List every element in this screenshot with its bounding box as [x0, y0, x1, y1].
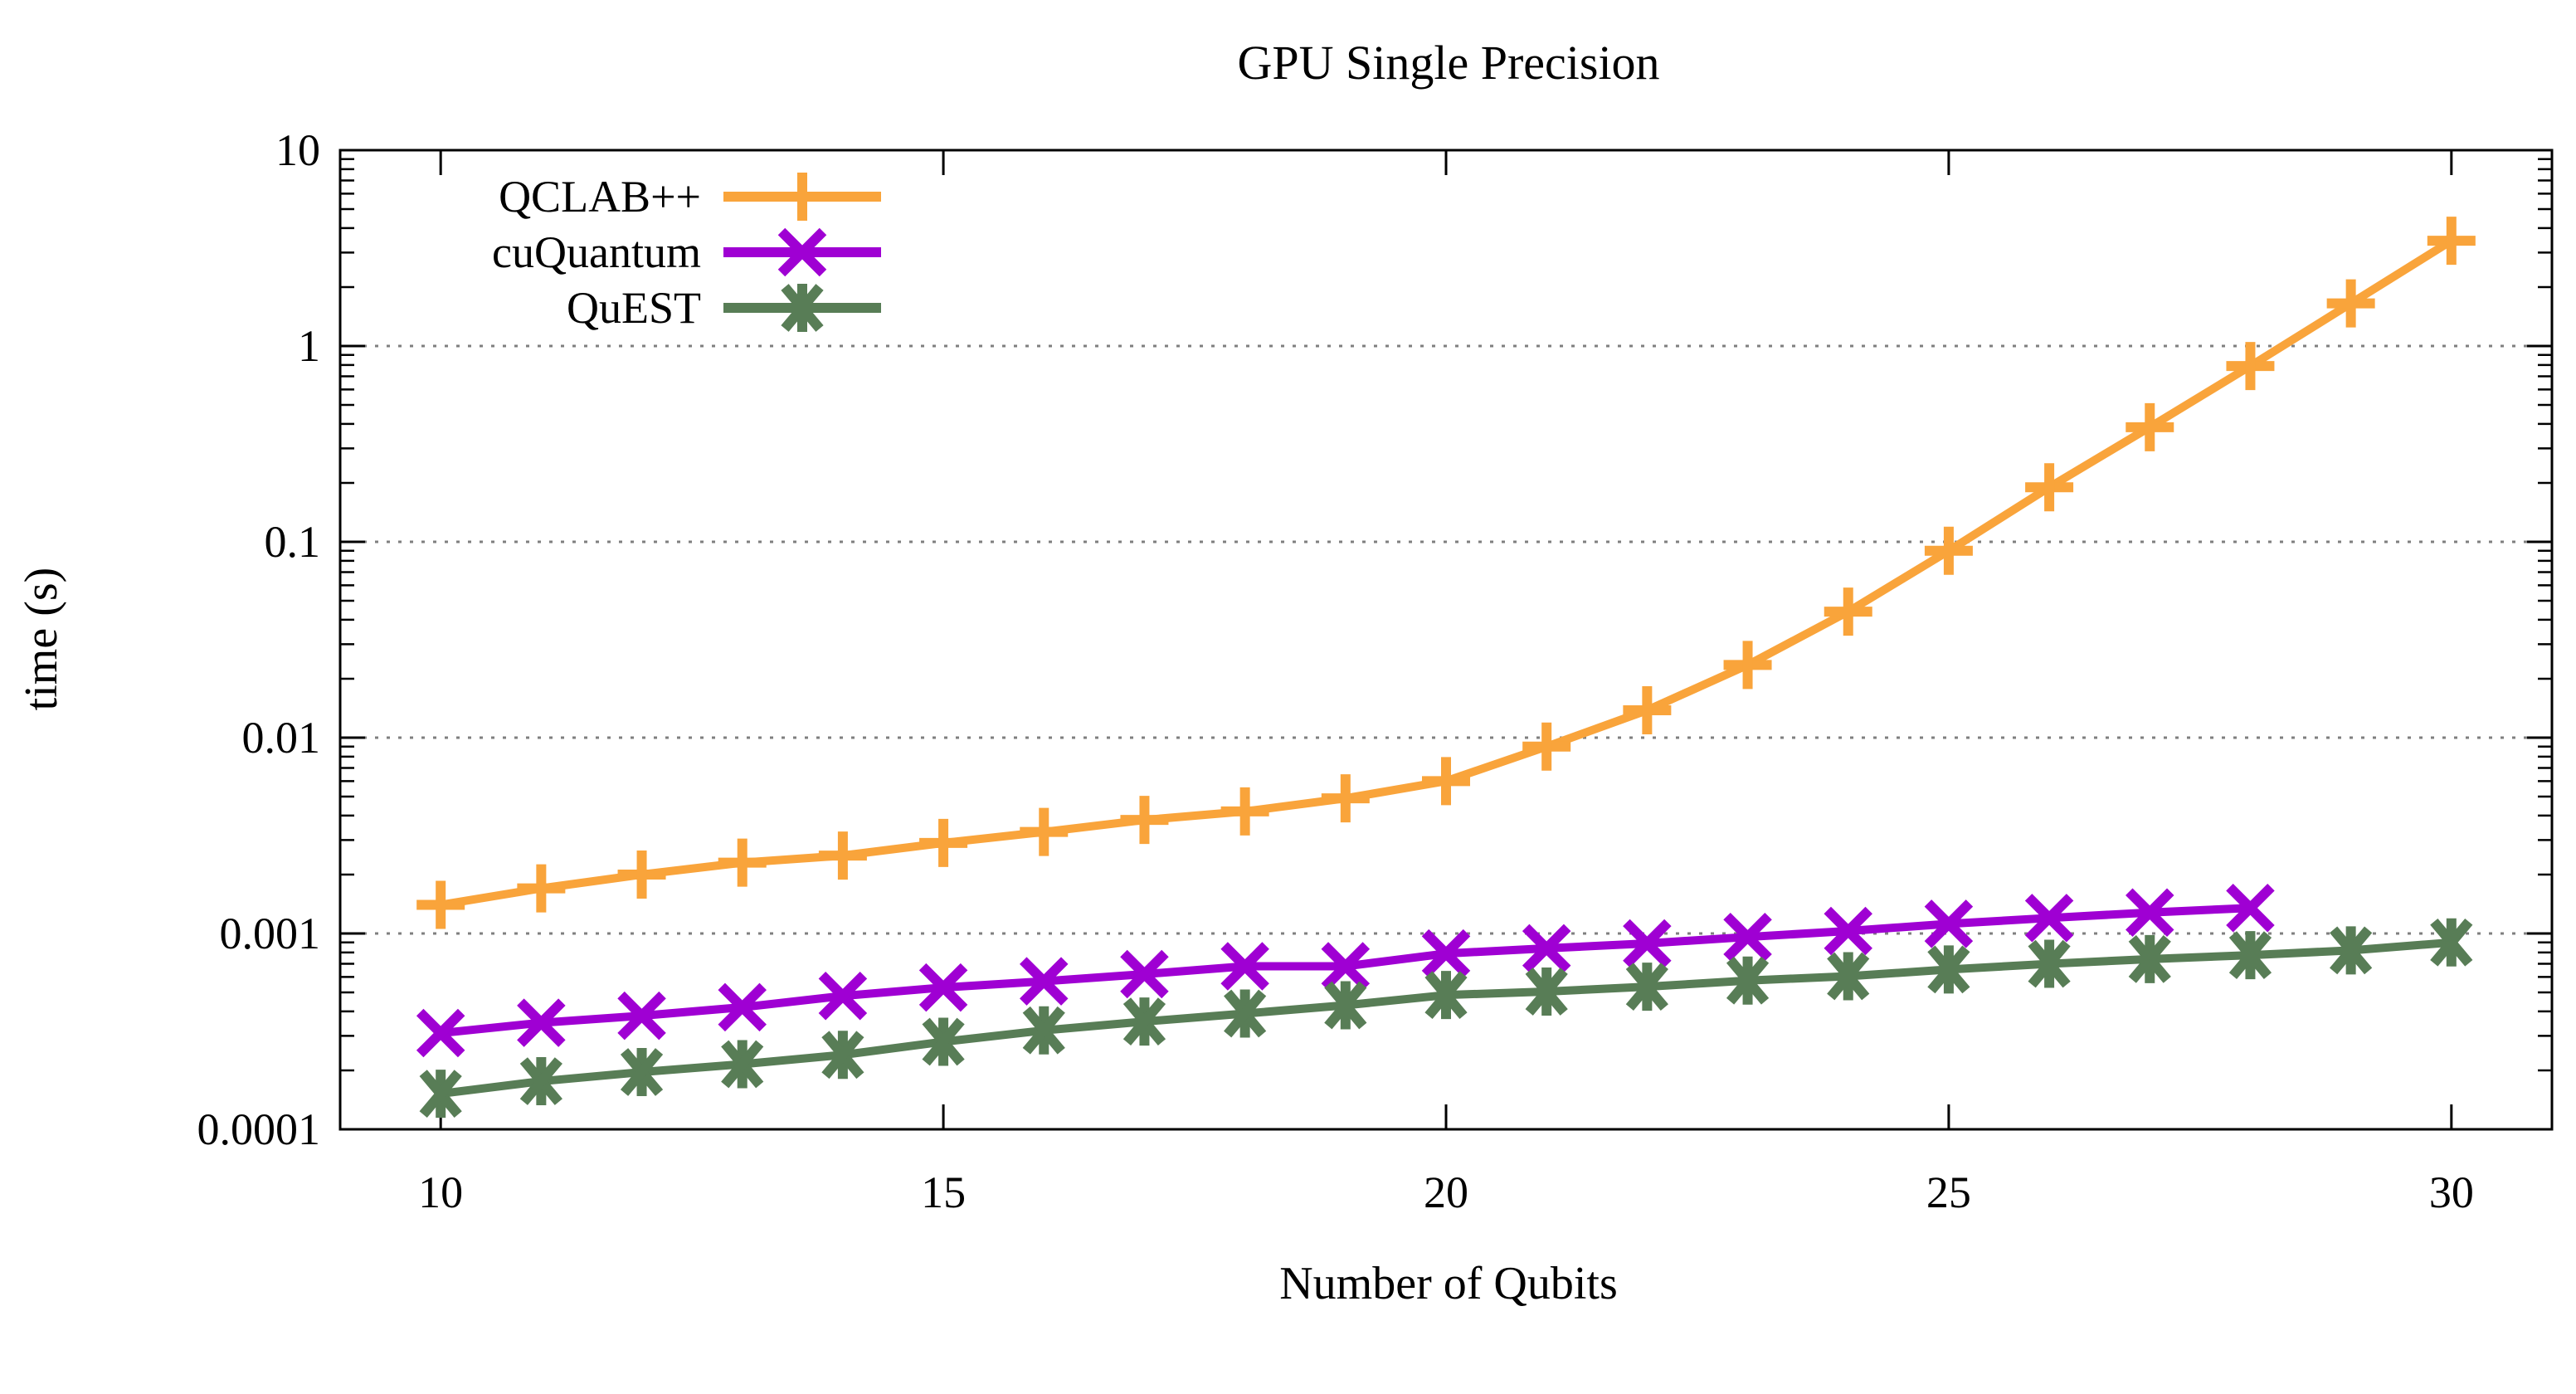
y-tick-label-0.1: 0.1	[265, 517, 321, 567]
marker-QuEST-q24	[1827, 952, 1870, 1001]
x-tick-label-25: 25	[1926, 1167, 1971, 1217]
marker-QCLAB++-q20	[1422, 757, 1470, 806]
marker-cuQuantum-q23	[1723, 912, 1772, 962]
legend-label-QuEST: QuEST	[567, 283, 701, 333]
marker-QuEST-q20	[1424, 971, 1468, 1020]
legend-marker-QuEST	[781, 284, 824, 332]
marker-QCLAB++-q27	[2126, 402, 2174, 451]
series-layer	[416, 217, 2476, 1119]
marker-cuQuantum-q16	[1020, 957, 1069, 1006]
marker-QCLAB++-q12	[617, 850, 666, 899]
legend-marker-QCLAB++	[778, 173, 826, 221]
legend-label-cuQuantum: cuQuantum	[492, 227, 701, 277]
marker-cuQuantum-q17	[1120, 949, 1169, 999]
x-tick-label-15: 15	[921, 1167, 966, 1217]
marker-QCLAB++-q11	[517, 864, 566, 913]
y-tick-label-10: 10	[275, 125, 320, 175]
marker-QuEST-q17	[1122, 997, 1166, 1046]
y-axis-label: time (s)	[16, 568, 67, 711]
marker-QuEST-q26	[2028, 939, 2071, 988]
x-tick-label-10: 10	[418, 1167, 463, 1217]
marker-QCLAB++-q28	[2226, 342, 2275, 391]
marker-cuQuantum-q26	[2024, 894, 2074, 943]
marker-QuEST-q18	[1224, 989, 1267, 1038]
series-QCLAB++	[416, 217, 2476, 929]
marker-QCLAB++-q24	[1824, 587, 1872, 636]
marker-QCLAB++-q25	[1924, 526, 1973, 575]
marker-cuQuantum-q21	[1522, 924, 1571, 973]
y-tick-label-0.01: 0.01	[242, 713, 321, 763]
marker-QuEST-q28	[2228, 931, 2272, 980]
marker-QCLAB++-q29	[2326, 279, 2375, 328]
marker-QCLAB++-q18	[1220, 787, 1269, 836]
series-cuQuantum	[416, 883, 2275, 1058]
marker-cuQuantum-q24	[1824, 906, 1872, 956]
marker-QCLAB++-q13	[718, 838, 767, 887]
axis-layer: 10 1 0.1 0.01 0.001 0.0001 10 15 20 25 30	[197, 125, 2554, 1217]
marker-QCLAB++-q26	[2025, 463, 2074, 512]
marker-QCLAB++-q23	[1723, 641, 1772, 690]
marker-cuQuantum-q18	[1220, 942, 1269, 991]
legend: QCLAB++cuQuantum QuEST	[492, 172, 881, 333]
marker-cuQuantum-q25	[1924, 899, 1974, 948]
marker-cuQuantum-q13	[718, 982, 767, 1032]
marker-QCLAB++-q21	[1522, 722, 1571, 771]
chart-title: GPU Single Precision	[1237, 36, 1659, 90]
legend-row-QCLAB++: QCLAB++	[499, 172, 881, 222]
legend-row-cuQuantum: cuQuantum	[492, 227, 881, 277]
marker-cuQuantum-q14	[818, 971, 868, 1021]
marker-cuQuantum-q15	[918, 963, 968, 1012]
legend-marker-cuQuantum	[777, 227, 827, 277]
marker-cuQuantum-q11	[517, 998, 566, 1047]
marker-cuQuantum-q22	[1623, 919, 1672, 968]
marker-QCLAB++-q15	[919, 818, 968, 867]
marker-QCLAB++-q10	[416, 880, 465, 929]
series-line-QCLAB++	[440, 236, 2454, 909]
marker-cuQuantum-q10	[416, 1008, 465, 1058]
marker-QuEST-q10	[419, 1070, 462, 1119]
marker-QuEST-q19	[1324, 981, 1367, 1030]
marker-QuEST-q27	[2128, 934, 2171, 983]
marker-cuQuantum-q12	[617, 991, 666, 1041]
marker-QuEST-q23	[1726, 956, 1770, 1005]
marker-QuEST-q22	[1625, 963, 1668, 1011]
x-axis-label: Number of Qubits	[1279, 1258, 1618, 1309]
marker-QuEST-q21	[1525, 968, 1568, 1016]
marker-QuEST-q15	[922, 1017, 965, 1066]
marker-QuEST-q12	[620, 1048, 664, 1097]
y-tick-label-0.0001: 0.0001	[197, 1104, 321, 1154]
marker-QuEST-q16	[1022, 1006, 1065, 1055]
series-QuEST	[419, 918, 2473, 1119]
marker-QuEST-q11	[519, 1057, 562, 1106]
legend-row-QuEST: QuEST	[567, 283, 881, 333]
legend-label-QCLAB++: QCLAB++	[499, 172, 701, 222]
y-tick-label-0.001: 0.001	[220, 909, 321, 958]
marker-QCLAB++-q30	[2427, 217, 2476, 266]
marker-QCLAB++-q22	[1623, 685, 1672, 734]
marker-cuQuantum-q28	[2226, 883, 2275, 933]
marker-QCLAB++-q19	[1321, 774, 1370, 823]
x-tick-label-30: 30	[2429, 1167, 2474, 1217]
marker-QCLAB++-q14	[818, 831, 867, 880]
marker-QuEST-q29	[2330, 926, 2373, 975]
x-tick-label-20: 20	[1424, 1167, 1468, 1217]
marker-QuEST-q30	[2430, 918, 2473, 967]
marker-QuEST-q13	[721, 1040, 764, 1089]
marker-QCLAB++-q17	[1120, 796, 1169, 845]
marker-QCLAB++-q16	[1020, 807, 1069, 856]
marker-cuQuantum-q19	[1321, 942, 1371, 991]
marker-QuEST-q14	[821, 1031, 864, 1080]
marker-cuQuantum-q27	[2126, 888, 2174, 937]
marker-cuQuantum-q20	[1421, 929, 1471, 978]
marker-QuEST-q25	[1927, 945, 1970, 994]
y-tick-label-1: 1	[298, 321, 320, 371]
